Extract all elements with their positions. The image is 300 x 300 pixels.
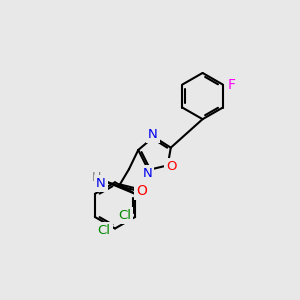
Text: O: O [136, 184, 147, 198]
Text: H: H [92, 171, 101, 184]
Text: N: N [96, 177, 106, 190]
Text: F: F [227, 78, 235, 92]
Text: N: N [143, 167, 152, 180]
Text: Cl: Cl [118, 209, 131, 222]
Text: O: O [166, 160, 177, 172]
Text: N: N [148, 128, 158, 141]
Text: Cl: Cl [98, 224, 111, 236]
